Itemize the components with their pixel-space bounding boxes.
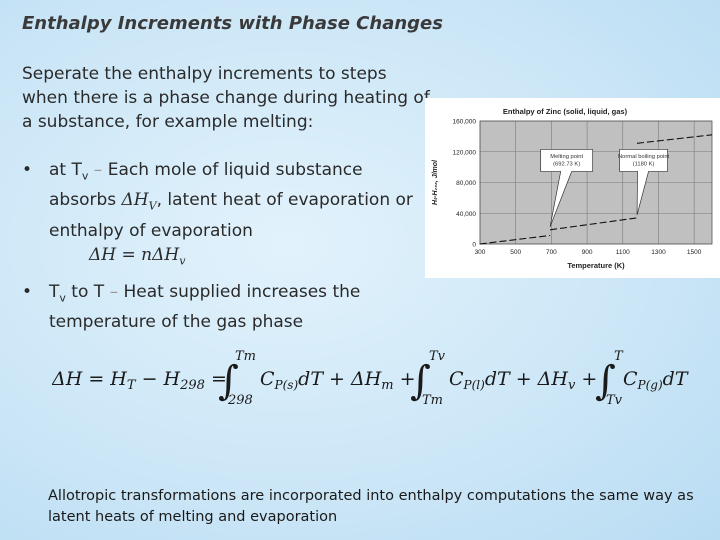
bullet-gas-heating: • Tv to T – Heat supplied increases the …	[22, 280, 422, 334]
chart-y-tick-label: 80,000	[456, 180, 476, 187]
integral-sign-gas: ∫	[595, 358, 616, 404]
enthalpy-equation: ΔH = HT − H298 = ∫ Tm 298 CP(s)dT + ΔHm …	[52, 349, 689, 408]
bullet-lead: T	[49, 282, 60, 302]
integral-gas-lower: Tv	[606, 393, 623, 408]
chart-y-tick-label: 40,000	[456, 211, 476, 218]
bullet-text: Heat supplied increases the temperature …	[49, 282, 361, 333]
chart-plot-border	[479, 120, 713, 245]
chart-series-line	[636, 134, 713, 144]
bullet-marker: •	[22, 282, 33, 302]
bullet-lead-sub: v	[59, 291, 66, 305]
integral-gas-body: CP(g)dT	[623, 368, 689, 392]
chart-callout-box	[540, 149, 594, 227]
chart-x-tick-label: 500	[510, 249, 521, 256]
chart-annotation: Normal boiling point (1180 K)	[618, 149, 670, 215]
integral-solid-body: CP(s)dT + ΔHm +	[260, 368, 416, 393]
evaporation-formula: ΔH = nΔHv	[89, 243, 422, 273]
chart-series-line	[550, 217, 638, 231]
integral-sign-solid: ∫	[218, 358, 239, 404]
footer-note: Allotropic transformations are incorpora…	[48, 488, 694, 525]
bullet-marker: •	[22, 160, 33, 180]
bullet-text-b: , latent heat of evaporation or enthalpy…	[49, 190, 413, 241]
integral-solid-lower: 298	[227, 393, 253, 408]
bullet-text-a: Each mole of liquid substance absorbs	[49, 160, 363, 211]
delta-h-symbol: ΔH	[121, 190, 149, 211]
formula-sub: v	[179, 254, 186, 268]
delta-h-symbol-sub: V	[148, 199, 157, 213]
chart-x-tick-label: 300	[475, 249, 486, 256]
integral-liquid-body: CP(l)dT + ΔHv +	[449, 368, 597, 393]
chart-x-tick-label: 1500	[687, 249, 702, 256]
chart-y-label: Hₜ-H₂₉₈, J/mol	[432, 159, 439, 205]
integral-liquid-upper: Tv	[429, 349, 446, 364]
bullet-dash: –	[88, 160, 108, 180]
bullet-lead-sub: v	[81, 169, 89, 183]
bullet-evaporation: • at Tv – Each mole of liquid substance …	[22, 158, 422, 273]
chart-y-ticks: 0 40,000 80,000 120,000 160,000	[453, 119, 477, 249]
chart-title: Enthalpy of Zinc (solid, liquid, gas)	[503, 107, 628, 116]
integral-sign-liquid: ∫	[410, 358, 431, 404]
integral-liquid-lower: Tm	[422, 393, 443, 408]
formula-text: ΔH = nΔH	[89, 244, 180, 265]
chart-y-tick-label: 120,000	[453, 149, 477, 156]
page-title: Enthalpy Increments with Phase Changes	[22, 13, 443, 34]
chart-annotation: Melting point (692.73 K)	[540, 149, 594, 227]
chart-series	[479, 134, 713, 245]
chart-callout-label: Melting point (692.73 K)	[550, 154, 583, 168]
chart-y-tick-label: 0	[472, 242, 476, 249]
zinc-enthalpy-chart: Enthalpy of Zinc (solid, liquid, gas) 0 4…	[425, 98, 720, 278]
intro-paragraph: Seperate the enthalpy increments to step…	[22, 64, 430, 132]
chart-x-ticks: 300 500 700 900 1100 1300 1500	[475, 249, 702, 256]
chart-annotations: Melting point (692.73 K) Normal boiling po…	[540, 149, 670, 227]
bullet-body: at Tv – Each mole of liquid substance ab…	[49, 158, 422, 273]
chart-x-tick-label: 700	[546, 249, 557, 256]
equation-lhs: ΔH = HT − H298 =	[52, 368, 227, 393]
chart-callout-label: Normal boiling point (1180 K)	[618, 154, 670, 168]
chart-series-line	[479, 234, 551, 245]
bullet-body: Tv to T – Heat supplied increases the te…	[49, 280, 422, 334]
integral-gas-upper: T	[614, 349, 624, 364]
chart-callout-box	[619, 149, 668, 215]
chart-x-tick-label: 1300	[651, 249, 666, 256]
bullet-dash: –	[104, 282, 124, 302]
chart-x-tick-label: 1100	[616, 249, 630, 256]
bullet-mid: to T	[65, 282, 105, 302]
chart-y-tick-label: 160,000	[453, 119, 477, 126]
integral-solid-upper: Tm	[235, 349, 256, 364]
chart-x-label: Temperature (K)	[567, 261, 625, 270]
bullet-lead: at T	[49, 160, 82, 180]
chart-x-tick-label: 900	[582, 249, 593, 256]
